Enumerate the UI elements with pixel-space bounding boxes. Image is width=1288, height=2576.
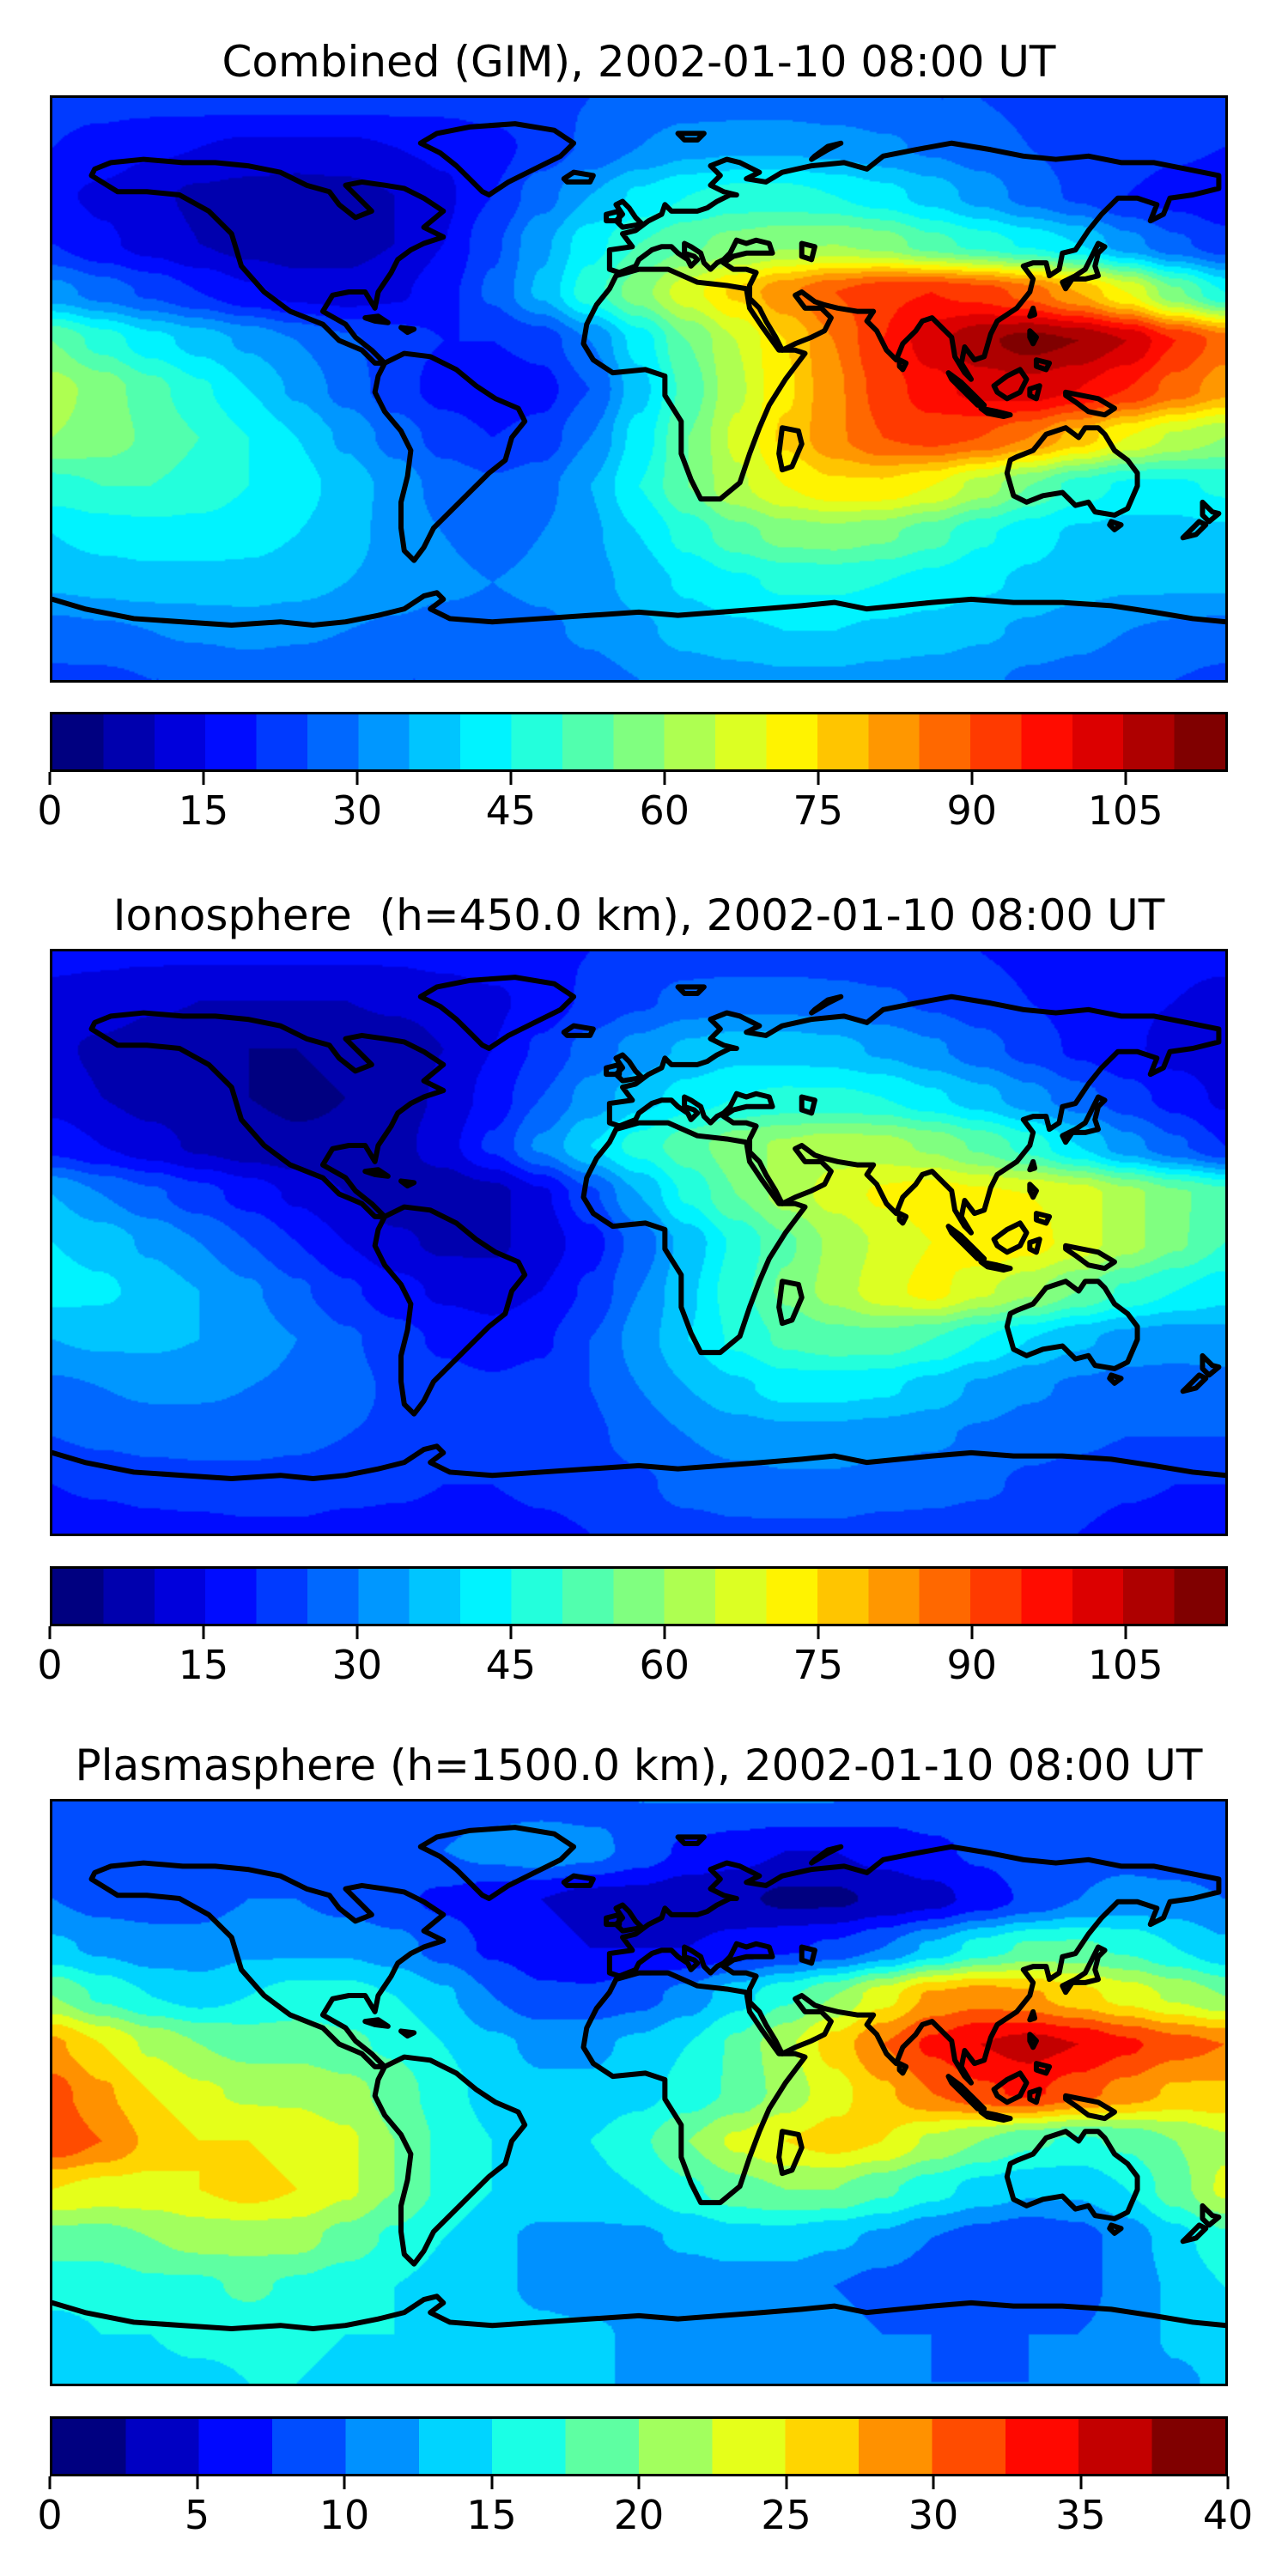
colorbar-tick bbox=[970, 1626, 974, 1639]
colorbar-tick bbox=[1079, 2476, 1082, 2489]
colorbar-tick bbox=[1226, 2476, 1230, 2489]
colorbar-tick bbox=[970, 772, 974, 785]
colorbar-tick bbox=[202, 772, 205, 785]
coastlines-overlay bbox=[52, 1801, 1225, 2384]
colorbar-gradient bbox=[50, 712, 1228, 772]
colorbar-tick bbox=[48, 1626, 52, 1639]
panel-title-ionosphere: Ionosphere (h=450.0 km), 2002-01-10 08:0… bbox=[112, 890, 1165, 940]
colorbar-tick bbox=[1124, 772, 1127, 785]
colorbar-tick bbox=[355, 772, 359, 785]
colorbar-tick-label: 25 bbox=[761, 2492, 811, 2538]
colorbar-tick-label: 5 bbox=[184, 2492, 210, 2538]
colorbar-tick bbox=[663, 1626, 666, 1639]
colorbar-tick-label: 75 bbox=[793, 1642, 844, 1688]
colorbar-tick bbox=[785, 2476, 787, 2489]
panel-title-combined: Combined (GIM), 2002-01-10 08:00 UT bbox=[222, 37, 1056, 87]
colorbar-combined: 0 15 30 45 60 75 90 105 bbox=[37, 712, 1228, 849]
map-combined bbox=[50, 95, 1228, 683]
colorbar-plasmasphere: 0 5 10 15 20 25 30 35 40 bbox=[37, 2416, 1253, 2554]
colorbar-tick bbox=[663, 772, 666, 785]
colorbar-tick-label: 40 bbox=[1202, 2492, 1254, 2538]
colorbar-tick-label: 45 bbox=[485, 787, 537, 834]
colorbar-tick bbox=[817, 772, 820, 785]
colorbar-tick-label: 35 bbox=[1055, 2492, 1106, 2538]
colorbar-tick bbox=[1124, 1626, 1127, 1639]
colorbar-tick-label: 30 bbox=[331, 1642, 383, 1688]
colorbar-tick-label: 75 bbox=[793, 787, 844, 834]
panel-title-plasmasphere: Plasmasphere (h=1500.0 km), 2002-01-10 0… bbox=[75, 1741, 1203, 1790]
coastlines-overlay bbox=[52, 98, 1225, 680]
colorbar-gradient bbox=[50, 2416, 1228, 2476]
colorbar-tick-label: 105 bbox=[1087, 787, 1163, 834]
colorbar-tick-label: 45 bbox=[485, 1642, 537, 1688]
colorbar-tick-label: 30 bbox=[331, 787, 383, 834]
colorbar-tick-label: 90 bbox=[946, 787, 998, 834]
coastlines-overlay bbox=[52, 951, 1225, 1534]
colorbar-tick-label: 60 bbox=[639, 787, 690, 834]
colorbar-tick-label: 0 bbox=[37, 1642, 63, 1688]
colorbar-tick bbox=[817, 1626, 820, 1639]
colorbar-tick bbox=[509, 772, 513, 785]
colorbar-tick-label: 90 bbox=[946, 1642, 998, 1688]
colorbar-gradient bbox=[50, 1566, 1228, 1626]
colorbar-tick-label: 10 bbox=[319, 2492, 370, 2538]
colorbar-tick bbox=[343, 2476, 346, 2489]
colorbar-tick-label: 60 bbox=[639, 1642, 690, 1688]
colorbar-ionosphere: 0 15 30 45 60 75 90 105 bbox=[37, 1566, 1228, 1704]
colorbar-tick bbox=[48, 772, 52, 785]
colorbar-tick-label: 0 bbox=[37, 787, 63, 834]
colorbar-tick bbox=[48, 2476, 52, 2489]
colorbar-tick-label: 20 bbox=[613, 2492, 665, 2538]
colorbar-tick bbox=[932, 2476, 935, 2489]
colorbar-tick-label: 15 bbox=[178, 787, 229, 834]
colorbar-tick bbox=[490, 2476, 493, 2489]
colorbar-tick-label: 15 bbox=[466, 2492, 517, 2538]
map-ionosphere bbox=[50, 949, 1228, 1536]
colorbar-tick bbox=[355, 1626, 359, 1639]
colorbar-tick bbox=[509, 1626, 513, 1639]
colorbar-tick bbox=[196, 2476, 198, 2489]
colorbar-tick bbox=[637, 2476, 641, 2489]
colorbar-tick-label: 30 bbox=[908, 2492, 959, 2538]
colorbar-tick-label: 105 bbox=[1087, 1642, 1163, 1688]
colorbar-tick-label: 0 bbox=[37, 2492, 63, 2538]
map-plasmasphere bbox=[50, 1799, 1228, 2386]
colorbar-tick-label: 15 bbox=[178, 1642, 229, 1688]
colorbar-tick bbox=[202, 1626, 205, 1639]
